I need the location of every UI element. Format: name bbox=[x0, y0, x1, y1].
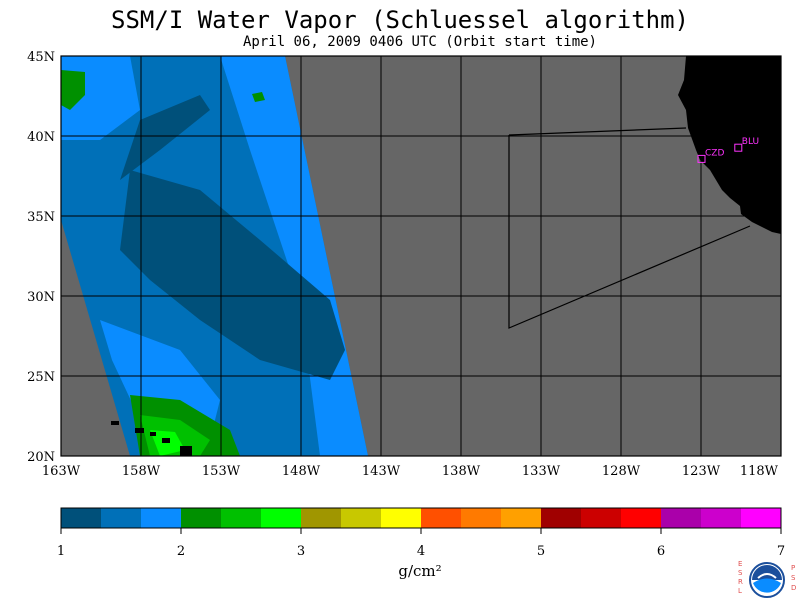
station-marker bbox=[697, 154, 706, 163]
svg-text:P: P bbox=[791, 564, 795, 572]
svg-text:D: D bbox=[791, 584, 796, 592]
longitude-label: 163W bbox=[42, 464, 81, 479]
hawaii-islands bbox=[111, 421, 192, 456]
colorbar-swatch bbox=[581, 508, 622, 528]
colorbar-tick-label: 2 bbox=[177, 544, 185, 559]
longitude-label: 158W bbox=[122, 464, 161, 479]
svg-text:S: S bbox=[738, 569, 743, 577]
colorbar-swatch bbox=[741, 508, 782, 528]
colorbar-swatch bbox=[181, 508, 222, 528]
map-frame bbox=[60, 55, 782, 457]
swath-green-northwest bbox=[61, 70, 85, 110]
latitude-label: 40N bbox=[27, 130, 55, 145]
colorbar-swatch bbox=[141, 508, 182, 528]
station-marker bbox=[734, 143, 743, 152]
colorbar-tick-label: 4 bbox=[417, 544, 425, 559]
longitude-label: 148W bbox=[282, 464, 321, 479]
noaa-logo: E S R L P S D bbox=[738, 560, 796, 598]
longitude-label: 143W bbox=[362, 464, 401, 479]
colorbar-unit: g/cm² bbox=[398, 562, 442, 580]
longitude-label: 138W bbox=[442, 464, 481, 479]
colorbar-swatch bbox=[421, 508, 462, 528]
colorbar-tick-label: 7 bbox=[777, 544, 785, 559]
longitude-labels: 163W 158W 153W 148W 143W 138W 133W 128W 123W 118W bbox=[42, 464, 779, 479]
colorbar-ticks: 1 2 3 4 5 6 7 bbox=[57, 528, 785, 559]
svg-text:E: E bbox=[738, 560, 742, 568]
stations-layer: CZD BLU bbox=[697, 137, 759, 163]
colorbar-swatch bbox=[541, 508, 582, 528]
station-label: CZD bbox=[705, 148, 724, 158]
station-label: BLU bbox=[742, 137, 759, 147]
colorbar-swatch bbox=[61, 508, 102, 528]
latitude-label: 45N bbox=[27, 50, 55, 65]
domain-line-west bbox=[508, 135, 751, 329]
colorbar-tick-label: 5 bbox=[537, 544, 545, 559]
colorbar-swatch bbox=[701, 508, 742, 528]
latitude-label: 25N bbox=[27, 370, 55, 385]
longitude-label: 133W bbox=[522, 464, 561, 479]
chart-title: SSM/I Water Vapor (Schluessel algorithm) bbox=[111, 6, 689, 34]
swath-dark-blue-north bbox=[120, 95, 210, 180]
colorbar-swatch bbox=[221, 508, 262, 528]
svg-text:S: S bbox=[791, 574, 796, 582]
latitude-label: 35N bbox=[27, 210, 55, 225]
colorbar-swatch bbox=[621, 508, 662, 528]
svg-text:R: R bbox=[738, 578, 743, 586]
colorbar-swatch bbox=[501, 508, 542, 528]
chart-subtitle: April 06, 2009 0406 UTC (Orbit start tim… bbox=[242, 34, 597, 50]
colorbar-swatch bbox=[301, 508, 342, 528]
latitude-label: 20N bbox=[27, 450, 55, 465]
domain-box bbox=[508, 127, 687, 136]
colorbar-swatch bbox=[341, 508, 382, 528]
longitude-label: 123W bbox=[682, 464, 721, 479]
colorbar-tick-label: 3 bbox=[297, 544, 305, 559]
colorbar-swatch bbox=[101, 508, 142, 528]
colorbar-swatch bbox=[261, 508, 302, 528]
land-california bbox=[678, 56, 781, 234]
latitude-labels: 45N 40N 35N 30N 25N 20N bbox=[27, 50, 55, 465]
colorbar-swatch bbox=[661, 508, 702, 528]
colorbar bbox=[61, 508, 782, 528]
svg-text:L: L bbox=[738, 587, 742, 595]
longitude-label: 118W bbox=[740, 464, 779, 479]
swath-dark-blue-band bbox=[120, 170, 345, 380]
latitude-label: 30N bbox=[27, 290, 55, 305]
colorbar-swatch bbox=[461, 508, 502, 528]
colorbar-tick-label: 1 bbox=[57, 544, 65, 559]
longitude-label: 153W bbox=[202, 464, 241, 479]
gridlines bbox=[61, 56, 781, 456]
colorbar-tick-label: 6 bbox=[657, 544, 665, 559]
swath-green-spot bbox=[252, 92, 265, 102]
longitude-label: 128W bbox=[602, 464, 641, 479]
colorbar-swatch bbox=[381, 508, 422, 528]
